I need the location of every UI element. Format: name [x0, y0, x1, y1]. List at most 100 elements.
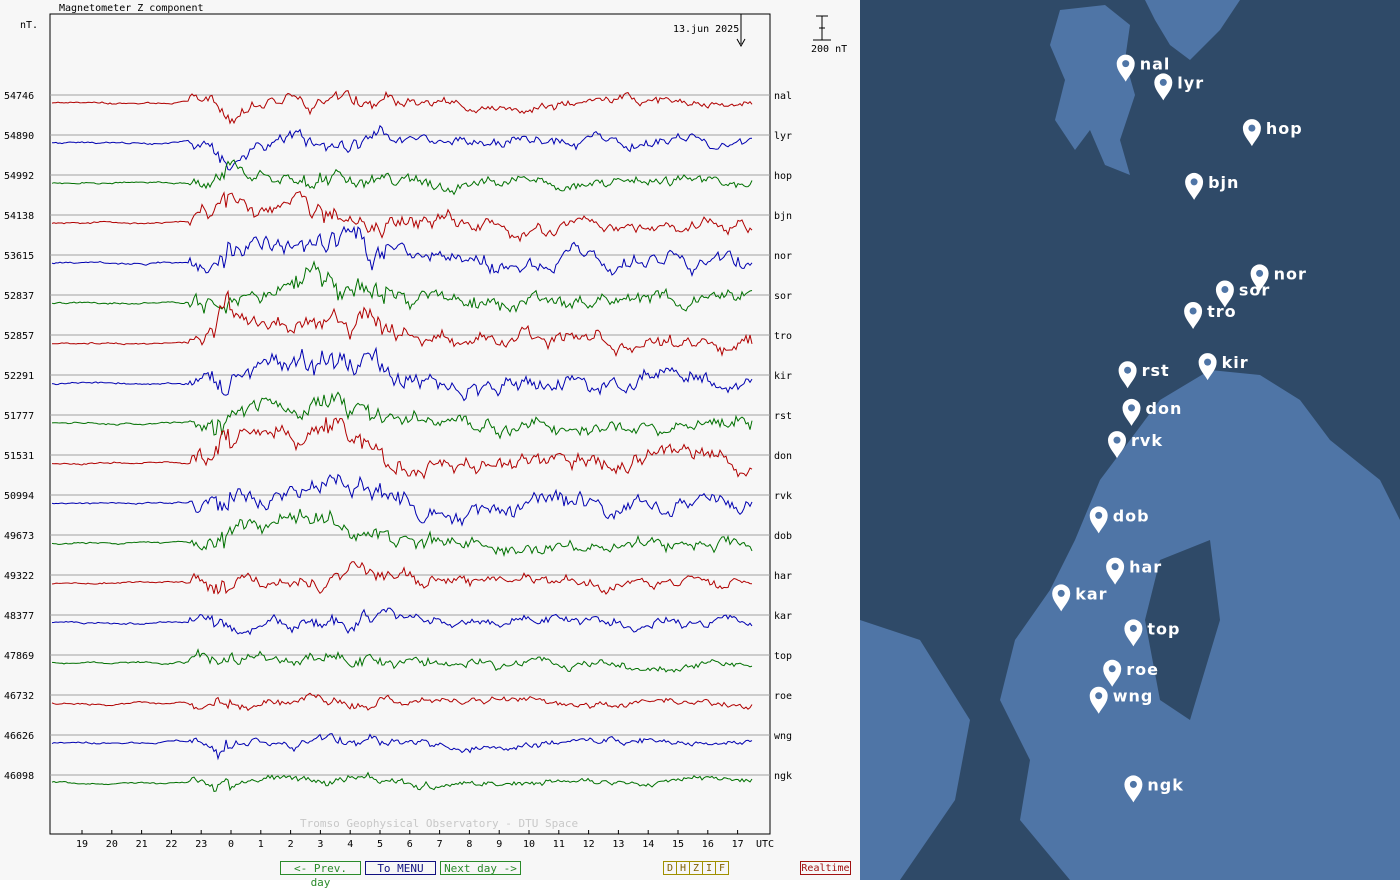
baseline-labels: 54746 54890 54992 54138 53615 52837 52857 52291…: [4, 91, 34, 782]
map-pin-icon: [1198, 353, 1217, 381]
baseline-label: 54992: [4, 171, 34, 182]
trace-har: [51, 561, 753, 595]
station-label-rst: rst: [774, 411, 792, 422]
station-label-nal: nal: [774, 91, 792, 102]
magnetogram-chart: Magnetometer Z component nT. 13.jun 2025…: [4, 3, 847, 850]
map-marker-tro[interactable]: tro: [1184, 302, 1237, 329]
station-label-rvk: rvk: [774, 491, 792, 502]
map-marker-nal[interactable]: nal: [1116, 54, 1171, 82]
component-f-button[interactable]: F: [715, 861, 729, 875]
station-map[interactable]: nal lyr hop bjn nor sor tro rst kir don rvk dob har k…: [860, 0, 1400, 880]
component-i-button[interactable]: I: [702, 861, 716, 875]
scale-bar-label: 200 nT: [811, 44, 847, 55]
x-axis-ticks: 19 20 21 22 23 0 1 2 3 4 5 6 7 8 9 10 11 12 13 14 15 16 17: [76, 830, 744, 850]
x-tick-label: 11: [553, 839, 565, 850]
station-label-kar: kar: [774, 611, 792, 622]
map-marker-label: lyr: [1177, 73, 1204, 92]
menu-button[interactable]: To MENU: [365, 861, 436, 875]
baseline-label: 49673: [4, 531, 34, 542]
watermark: Tromso Geophysical Observatory - DTU Spa…: [300, 817, 578, 830]
map-pin-hole: [1256, 269, 1264, 277]
map-marker-lyr[interactable]: lyr: [1154, 73, 1204, 101]
station-labels: nal lyr hop bjn nor sor tro kir rst don rvk dob har k…: [774, 91, 792, 782]
scale-bar: [813, 15, 831, 41]
map-marker-kar[interactable]: kar: [1052, 584, 1107, 612]
map-pin-icon: [1215, 280, 1234, 308]
magnetometer-panel: Magnetometer Z component nT. 13.jun 2025…: [4, 3, 851, 889]
x-tick-label: 2: [288, 839, 294, 850]
map-marker-rst[interactable]: rst: [1118, 361, 1170, 389]
map-marker-top[interactable]: top: [1124, 619, 1180, 647]
station-label-roe: roe: [774, 691, 792, 702]
map-marker-label: hop: [1266, 119, 1303, 138]
map-pin-hole: [1129, 780, 1137, 788]
map-pin-icon: [1118, 361, 1137, 389]
baseline-label: 47869: [4, 651, 34, 662]
map-marker-label: kir: [1222, 353, 1249, 372]
station-label-tro: tro: [774, 331, 792, 342]
map-marker-ngk[interactable]: ngk: [1124, 775, 1183, 803]
map-marker-wng[interactable]: wng: [1089, 686, 1154, 714]
baseline-label: 50994: [4, 491, 34, 502]
map-marker-bjn[interactable]: bjn: [1185, 172, 1239, 200]
component-h-button[interactable]: H: [676, 861, 690, 875]
station-label-kir: kir: [774, 371, 792, 382]
map-pin-hole: [1204, 358, 1212, 366]
component-z-button[interactable]: Z: [689, 861, 703, 875]
x-tick-label: 21: [136, 839, 148, 850]
map-marker-har[interactable]: har: [1106, 557, 1162, 585]
component-selector: D H Z I F: [663, 861, 729, 875]
trace-wng: [51, 733, 753, 761]
map-pin-icon: [1106, 557, 1125, 585]
map-marker-hop[interactable]: hop: [1242, 119, 1303, 147]
map-marker-roe[interactable]: roe: [1103, 659, 1159, 687]
map-marker-label: ngk: [1147, 775, 1183, 794]
map-pin-hole: [1108, 665, 1116, 673]
component-d-button[interactable]: D: [663, 861, 677, 875]
svalbard-land: [1050, 5, 1135, 175]
x-tick-label: 14: [642, 839, 654, 850]
trace-kir: [51, 346, 753, 402]
map-marker-label: dob: [1113, 506, 1150, 525]
svalbard-east-land: [1145, 0, 1240, 60]
map-pin-icon: [1116, 54, 1135, 82]
map-marker-dob[interactable]: dob: [1089, 506, 1150, 534]
trace-top: [51, 648, 753, 673]
realtime-button[interactable]: Realtime: [800, 861, 851, 875]
baseline-label: 54746: [4, 91, 34, 102]
map-pin-icon: [1108, 431, 1126, 459]
trace-nal: [51, 90, 753, 125]
map-marker-label: sor: [1239, 281, 1270, 300]
next-day-button[interactable]: Next day ->: [440, 861, 521, 875]
map-pin-icon: [1089, 686, 1108, 714]
map-pin-icon: [1242, 119, 1261, 147]
trace-sor: [51, 260, 753, 314]
prev-day-button[interactable]: <- Prev. day: [280, 861, 361, 889]
map-marker-nor[interactable]: nor: [1250, 264, 1307, 292]
map-pin-icon: [1184, 302, 1203, 329]
map-marker-sor[interactable]: sor: [1215, 280, 1270, 308]
x-tick-label: 6: [407, 839, 413, 850]
station-label-ngk: ngk: [774, 771, 792, 782]
x-tick-label: 16: [702, 839, 714, 850]
map-pin-hole: [1248, 124, 1256, 132]
baltic-sea: [1145, 540, 1220, 720]
map-marker-label: nor: [1274, 264, 1307, 283]
station-label-sor: sor: [774, 291, 792, 302]
map-marker-label: kar: [1075, 584, 1107, 603]
x-tick-label: 3: [317, 839, 323, 850]
x-tick-label: 8: [466, 839, 472, 850]
map-pin-icon: [1185, 172, 1204, 200]
baseline-label: 49322: [4, 571, 34, 582]
map-marker-label: top: [1147, 619, 1180, 638]
station-label-dob: dob: [774, 531, 792, 542]
station-label-wng: wng: [774, 731, 792, 742]
map-marker-rvk[interactable]: rvk: [1108, 431, 1163, 459]
baseline-label: 51531: [4, 451, 34, 462]
map-marker-kir[interactable]: kir: [1198, 353, 1249, 381]
uk-land: [860, 620, 970, 880]
land-masses: [860, 0, 1400, 880]
map-pin-hole: [1113, 436, 1121, 444]
map-marker-don[interactable]: don: [1122, 398, 1183, 426]
